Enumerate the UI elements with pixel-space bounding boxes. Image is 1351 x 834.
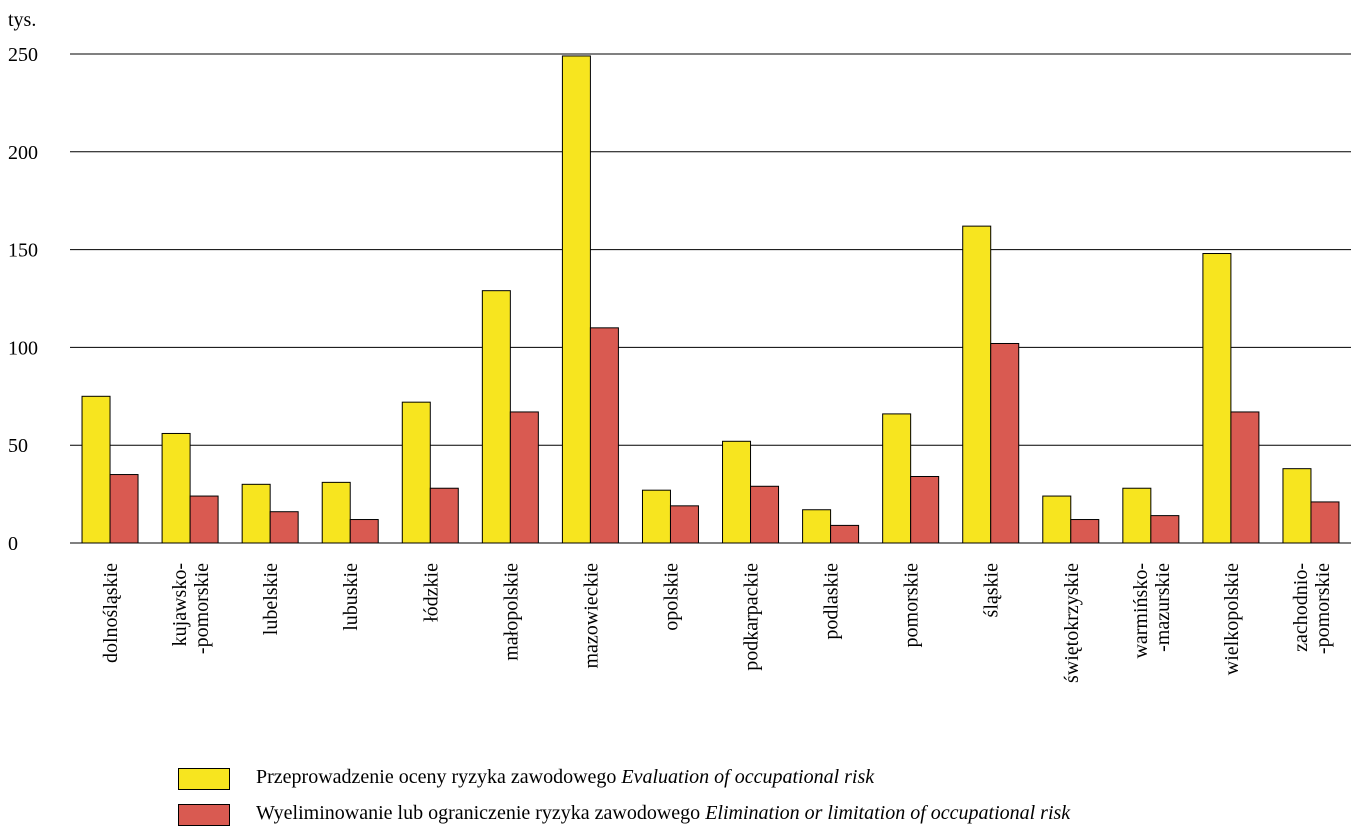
category-label: dolnośląskie (100, 563, 122, 663)
bar-evaluation (321, 481, 351, 544)
category-label-group: pomorskie (901, 563, 923, 648)
bar-elimination (750, 485, 780, 544)
category-label-group: lubelskie (260, 563, 282, 635)
bars (81, 55, 1340, 544)
category-label-group: wielkopolskie (1221, 563, 1243, 675)
category-label: małopolskie (500, 563, 522, 661)
category-label-group: świętokrzyskie (1061, 563, 1083, 683)
category-label: pomorskie (901, 563, 923, 648)
legend-label: Przeprowadzenie oceny ryzyka zawodowego … (256, 762, 874, 792)
legend-label-pl: Przeprowadzenie oceny ryzyka zawodowego (256, 766, 617, 788)
category-label: -pomorskie (191, 563, 213, 654)
bar-evaluation (1282, 468, 1312, 544)
bar-elimination (669, 505, 699, 544)
y-axis-ticks: 0 50 100 150 200 250 (8, 44, 38, 555)
bar-evaluation (802, 509, 832, 544)
category-label: śląskie (981, 563, 1003, 618)
bar-elimination (1310, 501, 1340, 544)
category-label: kujawsko- (169, 563, 191, 646)
bar-elimination (429, 487, 459, 544)
bar-evaluation (722, 440, 752, 544)
bar-evaluation (882, 413, 912, 544)
legend-swatch-yellow (178, 768, 230, 790)
category-label-group: kujawsko- -pomorskie (169, 563, 213, 654)
bar-evaluation (241, 483, 271, 544)
y-axis-unit-label: tys. (8, 9, 36, 31)
category-label: świętokrzyskie (1061, 563, 1083, 683)
grid-lines (70, 53, 1351, 544)
category-label-group: podlaskie (821, 563, 843, 640)
category-label: łódzkie (420, 563, 442, 622)
bar-elimination (1070, 519, 1100, 544)
legend-label-pl: Wyeliminowanie lub ograniczenie ryzyka z… (256, 802, 701, 824)
bar-evaluation (962, 225, 992, 544)
bar-elimination (509, 411, 539, 544)
category-label: opolskie (660, 563, 682, 631)
legend-swatch-red (178, 804, 230, 826)
bar-evaluation (1122, 487, 1152, 544)
category-label-group: mazowieckie (580, 563, 602, 669)
category-label: podlaskie (821, 563, 843, 640)
bar-elimination (990, 342, 1020, 544)
y-tick-label: 150 (8, 240, 38, 262)
bar-elimination (830, 524, 860, 544)
category-label: mazowieckie (580, 563, 602, 669)
bar-elimination (1230, 411, 1260, 544)
y-tick-label: 250 (8, 44, 38, 66)
category-label: lubuskie (340, 563, 362, 631)
bar-evaluation (641, 489, 671, 544)
category-label-group: zachodnio- -pomorskie (1290, 563, 1334, 654)
category-labels: dolnośląskie kujawsko- -pomorskie lubelskie… (100, 563, 1334, 683)
category-label: -pomorskie (1312, 563, 1334, 654)
bar-elimination (589, 327, 619, 544)
bar-elimination (349, 519, 379, 544)
y-tick-label: 200 (8, 142, 38, 164)
legend-label-en: Elimination or limitation of occupationa… (705, 802, 1071, 824)
bar-elimination (1150, 515, 1180, 544)
bar-elimination (910, 475, 940, 544)
bar-evaluation (1202, 253, 1232, 544)
category-label-group: opolskie (660, 563, 682, 631)
category-label: warmińsko- (1130, 563, 1152, 659)
bar-chart: tys. 0 50 100 150 200 250 dolnośląskie kujawsk… (8, 9, 1351, 683)
category-label: -mazurskie (1152, 563, 1174, 652)
bar-elimination (189, 495, 219, 544)
bar-evaluation (561, 55, 591, 544)
bar-elimination (269, 511, 299, 544)
y-tick-label: 100 (8, 337, 38, 359)
legend-label-en: Evaluation of occupational risk (621, 766, 875, 788)
category-label-group: lubuskie (340, 563, 362, 631)
category-label: lubelskie (260, 563, 282, 635)
bar-evaluation (481, 290, 511, 544)
category-label-group: małopolskie (500, 563, 522, 661)
category-label: podkarpackie (741, 563, 763, 671)
category-label-group: podkarpackie (741, 563, 763, 671)
category-label-group: dolnośląskie (100, 563, 122, 663)
y-tick-label: 50 (8, 435, 28, 457)
y-tick-label: 0 (8, 533, 18, 555)
category-label: wielkopolskie (1221, 563, 1243, 675)
category-label-group: łódzkie (420, 563, 442, 622)
bar-evaluation (161, 432, 191, 544)
bar-evaluation (1042, 495, 1072, 544)
category-label: zachodnio- (1290, 563, 1312, 652)
category-label-group: warmińsko- -mazurskie (1130, 563, 1174, 659)
bar-evaluation (81, 395, 111, 544)
category-label-group: śląskie (981, 563, 1003, 618)
legend-label: Wyeliminowanie lub ograniczenie ryzyka z… (256, 798, 1070, 828)
bar-evaluation (401, 401, 431, 544)
bar-elimination (109, 474, 139, 544)
